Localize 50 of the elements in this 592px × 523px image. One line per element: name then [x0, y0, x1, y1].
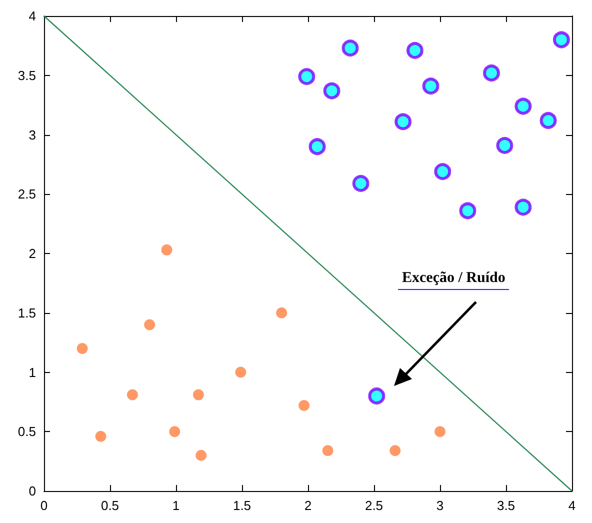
y-tick-label: 0.5 [18, 424, 36, 440]
point [95, 430, 106, 442]
x-tick-label: 2 [304, 498, 312, 513]
point [514, 198, 532, 216]
x-tick-label: 1 [172, 498, 180, 513]
point [169, 426, 180, 438]
point [390, 445, 401, 456]
point [482, 64, 500, 82]
y-tick-label: 0 [28, 484, 36, 498]
point [342, 40, 359, 57]
y-tick-label: 2 [28, 246, 36, 261]
point [298, 400, 310, 411]
point [394, 113, 412, 130]
point [434, 426, 446, 438]
point [323, 82, 340, 100]
x-tick-label: 4 [568, 498, 576, 513]
x-tick-label: 2.5 [364, 498, 384, 513]
x-tick-label: 3.5 [496, 498, 516, 513]
point [514, 98, 532, 115]
x-tick-label: 3 [436, 498, 444, 513]
y-tick-label: 2.5 [18, 186, 36, 202]
point [352, 174, 370, 192]
y-tick-label: 3.5 [18, 68, 36, 83]
x-tick-label: 0 [40, 498, 48, 513]
point [308, 138, 326, 156]
y-tick-label: 4 [28, 8, 36, 24]
y-tick-label: 1.5 [18, 305, 36, 320]
y-tick-label: 1 [28, 364, 36, 380]
y-tick-label: 3 [28, 127, 36, 142]
x-tick-label: 0.5 [100, 498, 120, 513]
point [192, 389, 204, 400]
point [276, 307, 288, 318]
point [540, 112, 557, 129]
point [144, 319, 156, 330]
point [235, 366, 246, 378]
point [496, 136, 514, 154]
point [459, 202, 476, 220]
annotation: Exceção / Ruído [398, 270, 510, 290]
point [196, 450, 207, 461]
point [298, 68, 316, 86]
point [406, 42, 424, 59]
point [76, 343, 88, 354]
point [434, 163, 452, 180]
point [161, 244, 172, 256]
x-tick-label: 1.5 [232, 498, 252, 513]
point [368, 388, 386, 404]
point [126, 389, 138, 400]
point [552, 31, 570, 48]
point [422, 78, 440, 95]
point [322, 445, 334, 456]
